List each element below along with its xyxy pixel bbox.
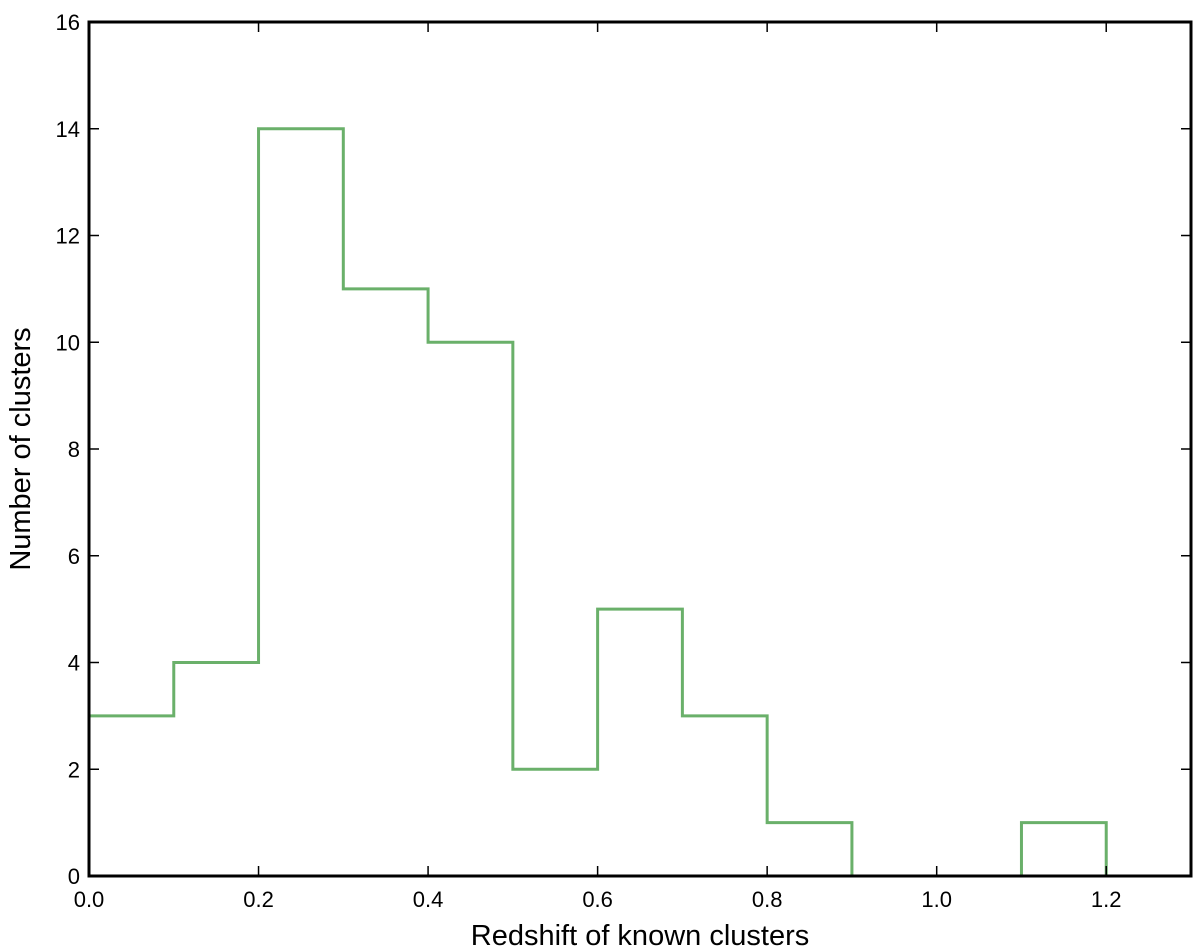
- histogram-bin: [1021, 823, 1106, 876]
- histogram-step-line: [87, 127, 1191, 878]
- x-tick-label: 0.8: [752, 887, 783, 912]
- histogram-bin: [513, 769, 598, 876]
- histogram-bin: [682, 716, 767, 876]
- y-tick-label: 12: [56, 224, 80, 249]
- y-tick-label: 16: [56, 10, 80, 35]
- y-tick-label: 6: [68, 544, 80, 569]
- x-tick-label: 0.6: [582, 887, 613, 912]
- plot-frame: [87, 20, 1193, 878]
- histogram-bin: [767, 823, 852, 876]
- x-axis-label: Redshift of known clusters: [471, 920, 809, 951]
- x-tick-label: 0.4: [413, 887, 444, 912]
- y-axis-label: Number of clusters: [5, 327, 37, 570]
- histogram-bin: [343, 289, 428, 876]
- y-tick-label: 0: [68, 864, 80, 889]
- y-tick-label: 8: [68, 437, 80, 462]
- y-tick-label: 4: [68, 651, 80, 676]
- y-tick-label: 10: [56, 330, 80, 355]
- histogram-bin: [89, 716, 174, 876]
- histogram-bin: [598, 609, 683, 876]
- y-tick-label: 14: [56, 117, 80, 142]
- histogram-bin: [174, 663, 259, 877]
- histogram-bin: [259, 129, 344, 876]
- x-tick-label: 0.0: [74, 887, 105, 912]
- x-tick-label: 0.2: [243, 887, 274, 912]
- x-tick-label: 1.0: [921, 887, 952, 912]
- x-tick-label: 1.2: [1091, 887, 1122, 912]
- y-tick-label: 2: [68, 757, 80, 782]
- histogram-bin: [428, 342, 513, 876]
